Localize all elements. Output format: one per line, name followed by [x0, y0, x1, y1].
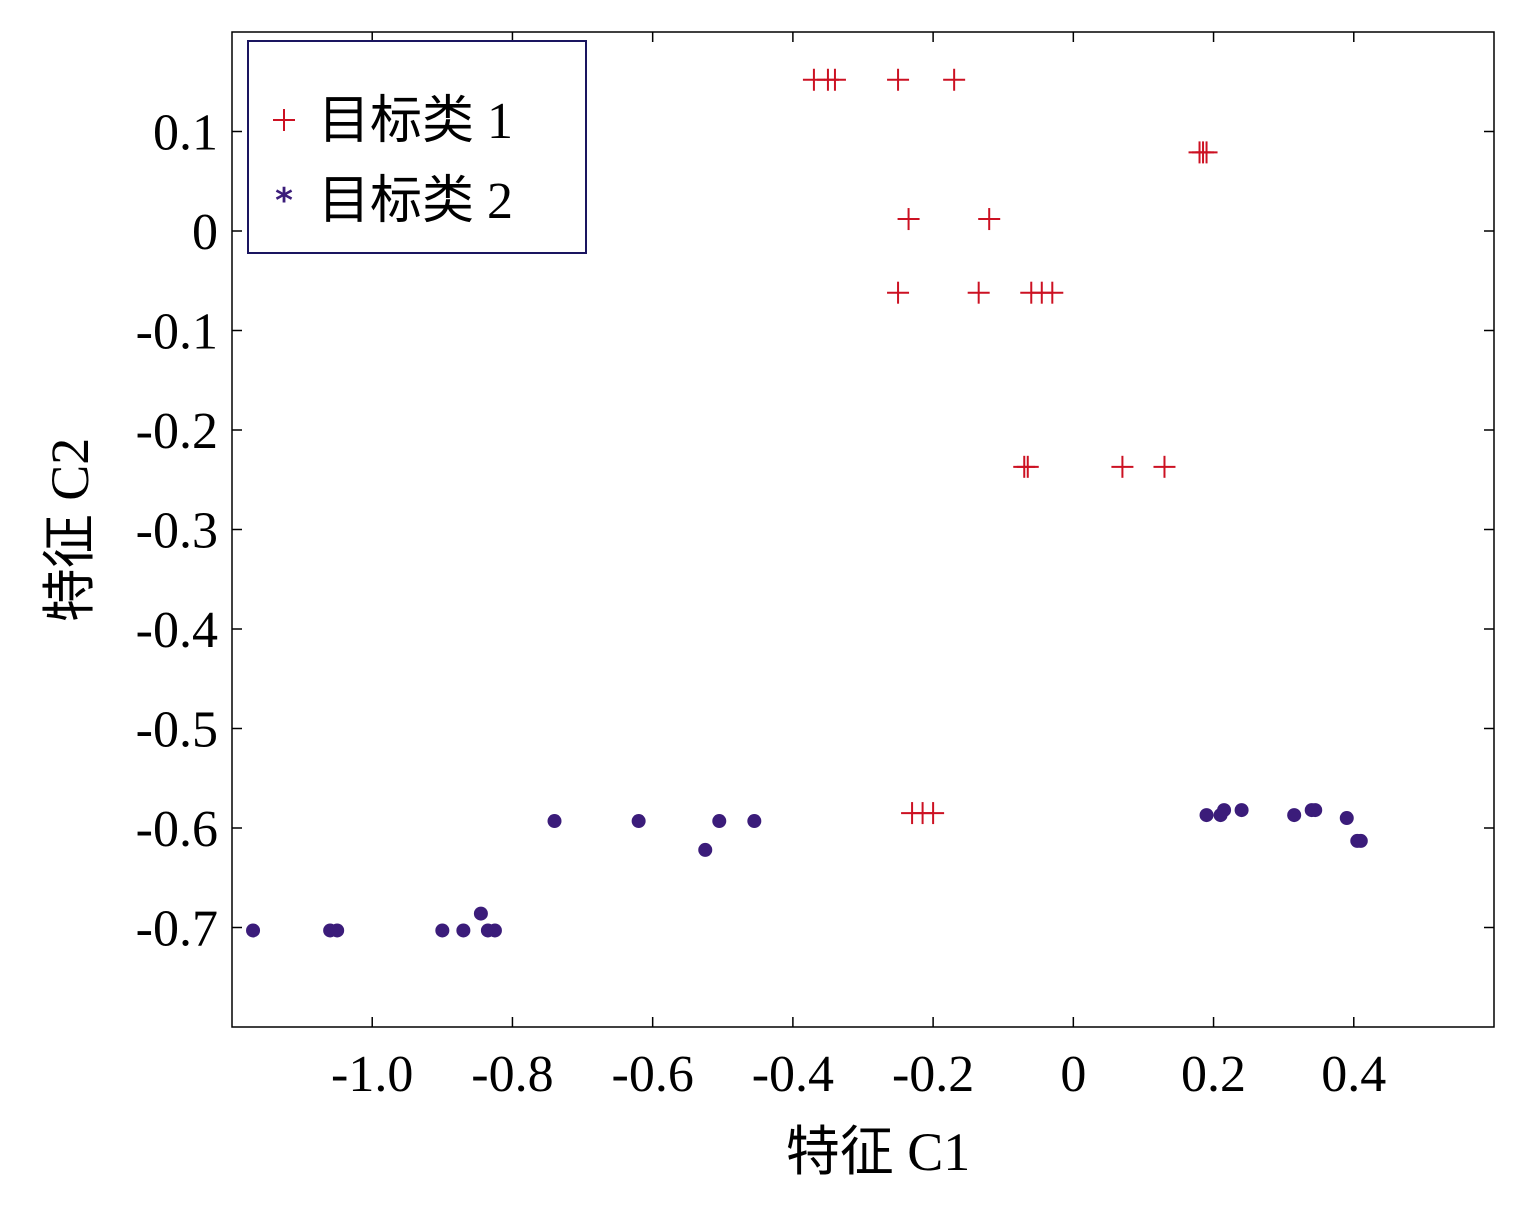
point-target-class-2 [1287, 808, 1302, 823]
point-target-class-2 [698, 842, 713, 857]
point-target-class-1 [1153, 455, 1176, 478]
x-tick-label: -1.0 [331, 1046, 413, 1103]
x-axis-title: 特征 C1 [786, 1122, 971, 1182]
point-target-class-2 [246, 923, 261, 938]
legend-asterisk-glyph: * [275, 181, 293, 221]
point-target-class-1 [1111, 455, 1134, 478]
point-target-class-1 [897, 208, 920, 231]
point-target-class-2 [456, 923, 471, 938]
x-tick-label: -0.4 [752, 1046, 834, 1103]
y-axis-ticks: 0.1 0 -0.1 -0.2 -0.3 -0.4 -0.5 -0.6 -0.7 [136, 105, 1494, 958]
y-tick-label: -0.1 [136, 304, 218, 361]
point-target-class-2 [747, 814, 762, 829]
y-tick-label: -0.3 [136, 503, 218, 560]
point-target-class-2 [473, 906, 488, 921]
point-target-class-2 [330, 923, 345, 938]
legend-box [247, 40, 587, 254]
y-tick-label: -0.6 [136, 801, 218, 858]
point-target-class-2 [487, 923, 502, 938]
point-target-class-1 [978, 208, 1001, 231]
point-target-class-2 [435, 923, 450, 938]
point-target-class-2 [1339, 811, 1354, 826]
point-target-class-2 [1308, 803, 1323, 818]
point-target-class-1 [1195, 141, 1218, 164]
legend-plus-mark [273, 109, 295, 131]
point-target-class-2 [547, 814, 562, 829]
point-target-class-2 [1217, 803, 1232, 818]
point-target-class-1 [922, 802, 945, 825]
point-target-class-2 [1353, 833, 1368, 848]
legend-label-series-2: 目标类 2 [318, 173, 513, 230]
point-target-class-2 [712, 814, 727, 829]
point-target-class-2 [1234, 803, 1249, 818]
x-tick-label: -0.6 [612, 1046, 694, 1103]
y-tick-label: -0.2 [136, 403, 218, 460]
y-tick-label: -0.7 [136, 901, 218, 958]
legend-label-series-1: 目标类 1 [318, 93, 513, 150]
x-tick-label: 0.4 [1321, 1046, 1386, 1103]
legend: 目标类 1 * 目标类 2 [247, 40, 587, 254]
point-target-class-2 [1199, 808, 1214, 823]
point-target-class-2 [631, 814, 646, 829]
point-target-class-1 [967, 281, 990, 304]
x-tick-label: -0.2 [892, 1046, 974, 1103]
legend-marker-plus [273, 109, 295, 131]
y-tick-label: -0.5 [136, 702, 218, 759]
y-tick-label: -0.4 [136, 602, 218, 659]
point-target-class-1 [1016, 455, 1039, 478]
point-target-class-1 [1041, 281, 1064, 304]
data-marks [246, 68, 1368, 938]
y-tick-label: 0.1 [153, 105, 218, 162]
point-target-class-1 [887, 68, 910, 91]
point-target-class-1 [943, 68, 966, 91]
x-tick-label: 0.2 [1181, 1046, 1246, 1103]
y-axis-title: 特征 C2 [40, 438, 100, 623]
y-tick-label: 0 [192, 204, 218, 261]
point-target-class-1 [887, 281, 910, 304]
x-tick-label: -0.8 [471, 1046, 553, 1103]
x-axis-ticks: -1.0 -0.8 -0.6 -0.4 -0.2 0 0.2 0.4 [331, 32, 1386, 1103]
point-target-class-1 [823, 68, 846, 91]
x-tick-label: 0 [1060, 1046, 1086, 1103]
legend-marker-asterisk: * [275, 181, 293, 221]
